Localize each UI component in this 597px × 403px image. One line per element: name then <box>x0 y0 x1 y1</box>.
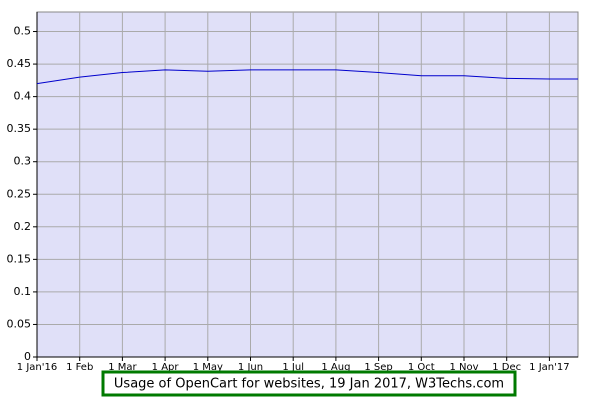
y-tick-label: 0.5 <box>14 25 32 38</box>
x-tick-label: 1 Jan'17 <box>529 362 569 373</box>
x-tick-label: 1 Jul <box>282 362 304 373</box>
caption-box <box>101 370 517 397</box>
y-tick-label: 0 <box>24 350 31 363</box>
x-tick-label: 1 Nov <box>449 362 478 373</box>
x-tick-label: 1 Jan'16 <box>17 362 57 373</box>
y-tick-label: 0.35 <box>7 122 32 135</box>
x-tick-label: 1 Sep <box>364 362 392 373</box>
y-tick-label: 0.2 <box>14 220 32 233</box>
data-line <box>36 69 578 85</box>
y-tick-label: 0.45 <box>7 57 32 70</box>
x-tick-label: 1 Oct <box>408 362 435 373</box>
x-tick-label: 1 Feb <box>66 362 93 373</box>
y-tick-label: 0.25 <box>7 187 32 200</box>
y-tick-label: 0.4 <box>14 90 32 103</box>
chart-title: Usage of OpenCart for websites, 19 Jan 2… <box>114 377 504 392</box>
x-tick-label: 1 Jun <box>238 362 263 373</box>
x-tick-label: 1 Dec <box>492 362 521 373</box>
x-tick-label: 1 Aug <box>321 362 350 373</box>
y-tick-label: 0.15 <box>7 252 32 265</box>
x-tick-label: 1 Apr <box>152 362 180 373</box>
y-tick-label: 0.3 <box>14 155 32 168</box>
y-tick-label: 0.1 <box>14 285 32 298</box>
y-tick-label: 0.05 <box>7 317 32 330</box>
x-tick-label: 1 May <box>193 362 223 373</box>
x-tick-label: 1 Mar <box>108 362 137 373</box>
